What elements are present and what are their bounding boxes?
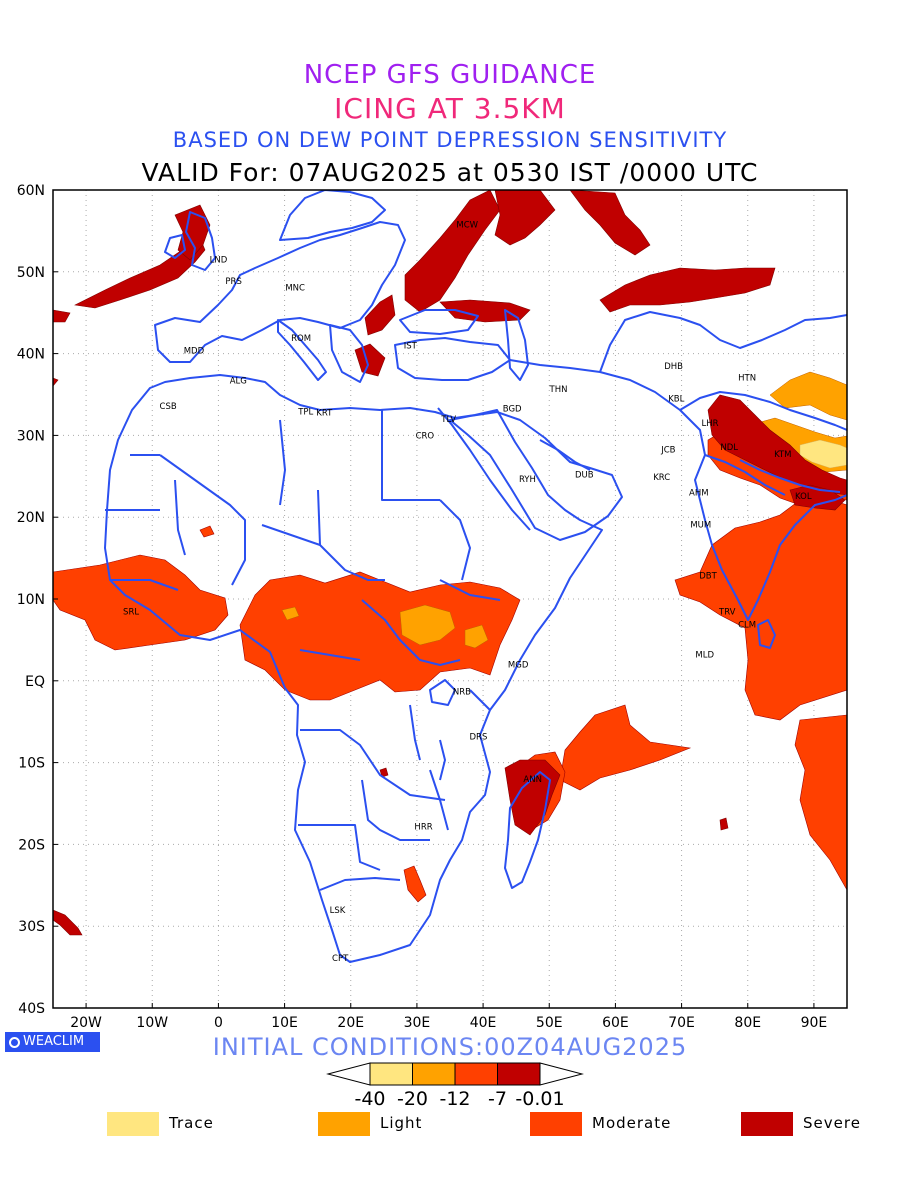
colorbar-left-arrow bbox=[326, 1062, 371, 1086]
lat-label: 10S bbox=[18, 756, 45, 772]
city-label: IST bbox=[404, 341, 418, 351]
severe-icing bbox=[53, 190, 847, 936]
legend-swatch bbox=[318, 1112, 370, 1136]
city-label: HRR bbox=[414, 822, 432, 832]
legend-swatch bbox=[741, 1112, 793, 1136]
city-label: ALG bbox=[230, 377, 247, 387]
title-valid-time: VALID For: 07AUG2025 at 0530 IST /0000 U… bbox=[141, 158, 759, 187]
city-label: CLM bbox=[738, 620, 756, 630]
logo-text: WEACLIM bbox=[23, 1034, 85, 1049]
icing-areas bbox=[53, 190, 847, 936]
city-label: MDD bbox=[184, 346, 205, 356]
legend-label: Trace bbox=[169, 1114, 214, 1132]
city-label: MLD bbox=[695, 651, 714, 661]
lat-label: 20S bbox=[18, 837, 45, 853]
lat-label: 30N bbox=[17, 428, 45, 444]
city-label: DRS bbox=[470, 732, 488, 742]
lat-label: 40N bbox=[17, 347, 45, 363]
colorbar-label: -7 bbox=[488, 1088, 507, 1110]
axis-ticks: 60N 50N 40N 30N 20N 10N EQ 10S 20S 30S 40S 20W 10W 0 1… bbox=[17, 183, 828, 1031]
lon-label: 30E bbox=[404, 1015, 431, 1031]
legend-label: Light bbox=[380, 1114, 423, 1132]
title-model: NCEP GFS GUIDANCE bbox=[303, 60, 597, 90]
lon-label: 70E bbox=[668, 1015, 695, 1031]
city-label: BGD bbox=[503, 404, 522, 414]
lon-label: 90E bbox=[801, 1015, 828, 1031]
city-label: CPT bbox=[332, 954, 349, 964]
city-label: MNC bbox=[285, 283, 305, 293]
city-label: MCW bbox=[456, 220, 478, 230]
city-label: NRB bbox=[453, 687, 471, 697]
legend-label: Severe bbox=[803, 1114, 861, 1132]
lat-label: EQ bbox=[25, 674, 45, 690]
lon-label: 20W bbox=[70, 1015, 102, 1031]
trace-icing bbox=[799, 439, 847, 469]
colorbar-label: -40 bbox=[354, 1088, 385, 1110]
city-label: DUB bbox=[575, 471, 594, 481]
city-label: SRL bbox=[123, 607, 139, 617]
lon-label: 40E bbox=[470, 1015, 497, 1031]
legend-label: Moderate bbox=[592, 1114, 672, 1132]
colorbar-right-arrow bbox=[539, 1062, 584, 1086]
colorbar-box bbox=[369, 1062, 413, 1086]
city-label: JCB bbox=[660, 445, 675, 455]
lat-label: 20N bbox=[17, 510, 45, 526]
colorbar-box bbox=[497, 1062, 541, 1086]
city-label: MGD bbox=[508, 660, 529, 670]
city-label: THN bbox=[549, 385, 568, 395]
lat-label: 50N bbox=[17, 265, 45, 281]
city-label: KRT bbox=[316, 408, 333, 418]
lon-label: 50E bbox=[536, 1015, 563, 1031]
city-label: TPL bbox=[297, 408, 313, 418]
colorbar-label: -0.01 bbox=[515, 1088, 564, 1110]
lon-label: 20E bbox=[337, 1015, 364, 1031]
colorbar-label: -20 bbox=[397, 1088, 428, 1110]
city-label: KRC bbox=[653, 473, 670, 483]
city-label: ANN bbox=[523, 775, 542, 785]
weaclim-logo: WEACLIM bbox=[5, 1032, 100, 1052]
lat-label: 10N bbox=[17, 592, 45, 608]
legend-swatch bbox=[107, 1112, 159, 1136]
lon-label: 80E bbox=[734, 1015, 761, 1031]
lat-label: 40S bbox=[18, 1001, 45, 1017]
lon-label: 10E bbox=[271, 1015, 298, 1031]
colorbar-label: -12 bbox=[439, 1088, 470, 1110]
logo-ring-icon bbox=[9, 1037, 20, 1048]
city-label: KBL bbox=[668, 395, 684, 405]
city-label: RYH bbox=[519, 475, 536, 485]
city-label: NDL bbox=[720, 443, 738, 453]
city-label: LND bbox=[210, 256, 228, 266]
city-label: PRS bbox=[225, 277, 241, 287]
city-label: TLV bbox=[440, 415, 456, 425]
lat-label: 30S bbox=[18, 919, 45, 935]
city-label: CSB bbox=[160, 402, 177, 412]
colorbar-box bbox=[412, 1062, 456, 1086]
title-method: BASED ON DEW POINT DEPRESSION SENSITIVIT… bbox=[172, 128, 728, 152]
city-labels: LND PRS MNC MCW MDD ROM IST ALG CSB TPL KRT CRO TLV B… bbox=[123, 220, 812, 964]
city-label: KTM bbox=[774, 450, 791, 460]
city-label: CRO bbox=[416, 431, 435, 441]
city-label: DHB bbox=[664, 362, 683, 372]
title-product: ICING AT 3.5KM bbox=[334, 92, 566, 125]
city-label: LSK bbox=[330, 906, 346, 916]
lon-label: 0 bbox=[214, 1015, 223, 1031]
city-label: KOL bbox=[795, 492, 812, 502]
lon-label: 60E bbox=[602, 1015, 629, 1031]
city-label: ROM bbox=[291, 334, 311, 344]
legend-swatch bbox=[530, 1112, 582, 1136]
colorbar: -40 -20 -12 -7 -0.01 bbox=[326, 1062, 584, 1110]
boundaries bbox=[104, 190, 847, 963]
initial-conditions: INITIAL CONDITIONS:00Z04AUG2025 bbox=[212, 1033, 688, 1061]
city-label: DBT bbox=[699, 571, 717, 581]
lat-label: 60N bbox=[17, 183, 45, 199]
colorbar-box bbox=[454, 1062, 498, 1086]
city-label: AHM bbox=[689, 489, 709, 499]
lon-label: 10W bbox=[136, 1015, 168, 1031]
city-label: MUM bbox=[690, 521, 711, 531]
city-label: LHR bbox=[702, 419, 719, 429]
city-label: HTN bbox=[738, 373, 756, 383]
moderate-icing bbox=[53, 429, 847, 903]
city-label: TRV bbox=[718, 607, 736, 617]
